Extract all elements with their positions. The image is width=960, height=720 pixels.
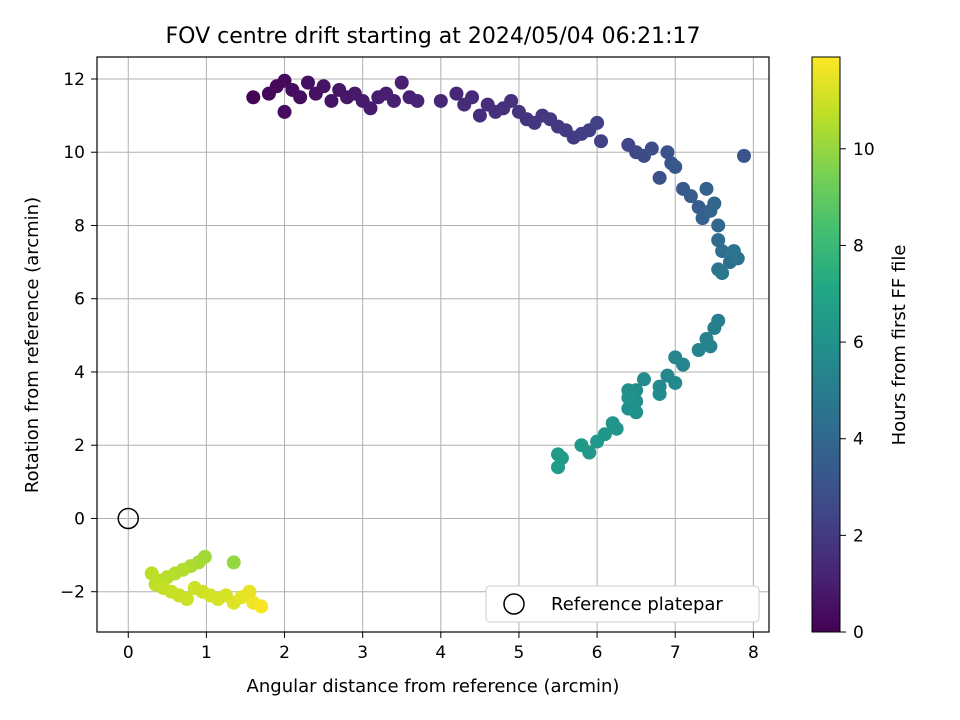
data-point [551,460,566,475]
data-point [433,93,448,108]
data-point [621,390,636,405]
y-tick-label: 6 [74,290,85,310]
data-point [293,90,308,105]
data-point [711,233,726,248]
data-point [226,555,241,570]
x-tick-label: 7 [670,643,681,663]
x-tick-label: 4 [435,643,446,663]
data-point [254,599,269,614]
chart-title: FOV centre drift starting at 2024/05/04 … [166,24,701,49]
reference-marker [117,507,140,530]
data-point [410,93,425,108]
legend-reference-label: Reference platepar [551,594,723,615]
data-point [394,75,409,90]
x-tick-label: 2 [279,643,290,663]
colorbar-tick-label: 2 [853,526,864,546]
data-point [594,134,608,149]
data-point [644,141,659,156]
x-axis-label: Angular distance from reference (arcmin) [247,676,620,697]
y-tick-label: 12 [63,70,85,90]
data-point [574,438,589,453]
y-tick-label: 0 [74,509,85,529]
data-point [277,104,292,119]
y-axis-ticks: −2 0 2 4 6 8 10 12 [60,70,97,603]
data-point [691,200,706,215]
data-point [246,90,261,105]
data-point [691,342,706,357]
data-point [242,584,257,599]
data-point [324,93,339,108]
colorbar [811,56,841,633]
data-point [629,405,644,420]
data-point [699,181,714,196]
x-tick-label: 0 [123,643,134,663]
x-tick-label: 5 [514,643,525,663]
colorbar-ticks: 0 2 4 6 8 10 [840,140,875,643]
data-point [703,339,718,354]
reference-point [117,507,140,530]
data-point [730,251,745,266]
legend: Reference platepar [485,585,760,623]
data-point [179,592,194,607]
data-point [504,93,519,108]
legend-reference-marker [503,593,525,615]
data-point [590,115,605,130]
data-point [707,196,722,211]
data-point [386,93,401,108]
data-point [660,145,675,160]
colorbar-tick-label: 6 [853,333,864,353]
y-tick-label: 8 [74,216,85,236]
x-tick-label: 6 [592,643,603,663]
data-point [711,218,726,233]
x-tick-label: 1 [201,643,212,663]
data-point [668,350,683,365]
x-tick-label: 3 [357,643,368,663]
data-point [683,189,698,204]
colorbar-tick-label: 0 [853,623,864,643]
data-point [736,148,751,163]
x-tick-label: 8 [748,643,759,663]
colorbar-tick-label: 4 [853,430,864,450]
data-point [277,73,292,88]
x-axis-ticks: 0 1 2 3 4 5 6 7 8 [123,632,759,663]
y-axis-label: Rotation from reference (arcmin) [22,197,43,493]
plot-area-frame [96,56,770,633]
data-points [144,73,751,614]
data-point [668,159,683,174]
grid-lines [97,57,769,632]
data-point [636,372,651,387]
data-point [449,86,464,101]
data-point [715,266,730,281]
data-point [668,375,683,390]
data-point [652,170,667,185]
data-point [707,321,722,336]
colorbar-label: Hours from first FF file [889,245,910,446]
data-point [609,421,624,436]
data-point [472,108,487,123]
data-point [652,386,667,401]
data-point [465,90,480,105]
y-tick-label: 2 [74,436,85,456]
data-point [300,75,315,90]
legend-box [485,585,760,623]
data-point [363,101,378,116]
y-tick-label: 4 [74,363,85,383]
y-tick-label: −2 [60,583,85,603]
data-point [316,79,331,94]
colorbar-tick-label: 8 [853,236,864,256]
colorbar-tick-label: 10 [853,140,875,160]
data-point [144,566,159,581]
data-point [590,434,605,449]
data-point [715,244,730,259]
y-tick-label: 10 [63,143,85,163]
